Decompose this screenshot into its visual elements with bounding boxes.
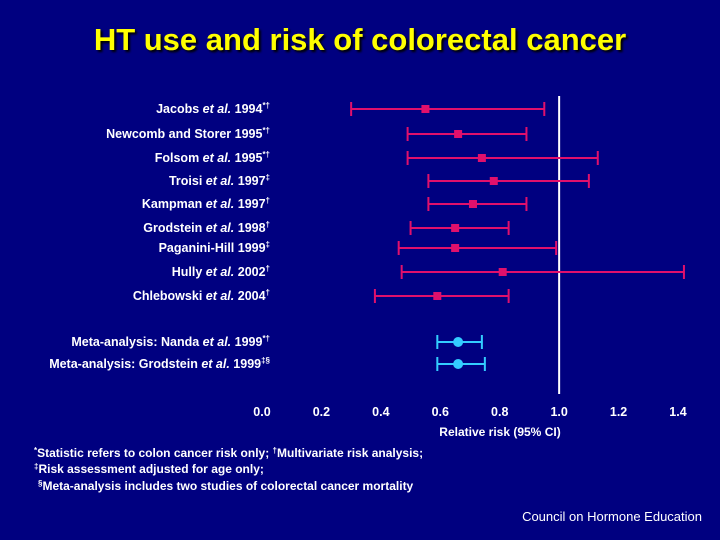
- x-tick-label: 0.8: [491, 405, 508, 419]
- point-estimate: [421, 105, 430, 113]
- point-estimate: [468, 200, 477, 208]
- footnote-2: ‡Risk assessment adjusted for age only;: [34, 462, 264, 476]
- x-tick-label: 1.2: [610, 405, 627, 419]
- study-label: Hully et al. 2002†: [172, 264, 270, 279]
- point-estimate: [454, 130, 463, 138]
- point-estimate: [433, 292, 442, 300]
- forest-plot: *Statistic refers to colon cancer risk o…: [34, 96, 687, 493]
- x-tick-label: 1.4: [669, 405, 686, 419]
- study-label: Kampman et al. 1997†: [142, 196, 270, 211]
- study-label: Paganini-Hill 1999‡: [159, 240, 270, 255]
- x-tick-label: 0.2: [313, 405, 330, 419]
- x-tick-label: 1.0: [550, 405, 567, 419]
- study-label: Chlebowski et al. 2004†: [133, 288, 270, 303]
- chart-title: HT use and risk of colorectal cancer: [93, 22, 627, 57]
- point-estimate: [451, 244, 460, 252]
- point-estimate: [498, 268, 507, 276]
- point-estimate: [489, 177, 498, 185]
- footnotes: *Statistic refers to colon cancer risk o…: [34, 446, 423, 493]
- x-axis-title: Relative risk (95% CI): [439, 425, 560, 439]
- study-label: Folsom et al. 1995*†: [155, 150, 270, 165]
- study-label: Meta-analysis: Nanda et al. 1999*†: [71, 334, 270, 349]
- study-label: Meta-analysis: Grodstein et al. 1999‡§: [49, 356, 270, 371]
- footnote-3: §Meta-analysis includes two studies of c…: [38, 479, 414, 493]
- point-estimate: [453, 359, 464, 369]
- x-tick-label: 0.0: [253, 405, 270, 419]
- study-label: Grodstein et al. 1998†: [143, 220, 270, 235]
- x-tick-label: 0.6: [432, 405, 449, 419]
- footnote-1: *Statistic refers to colon cancer risk o…: [34, 446, 423, 460]
- credit-text: Council on Hormone Education: [522, 509, 702, 524]
- study-label: Troisi et al. 1997‡: [169, 173, 270, 188]
- study-label: Newcomb and Storer 1995*†: [106, 126, 270, 141]
- x-tick-label: 0.4: [372, 405, 389, 419]
- point-estimate: [451, 224, 460, 232]
- point-estimate: [453, 337, 464, 347]
- point-estimate: [477, 154, 486, 162]
- study-label: Jacobs et al. 1994*†: [156, 101, 270, 116]
